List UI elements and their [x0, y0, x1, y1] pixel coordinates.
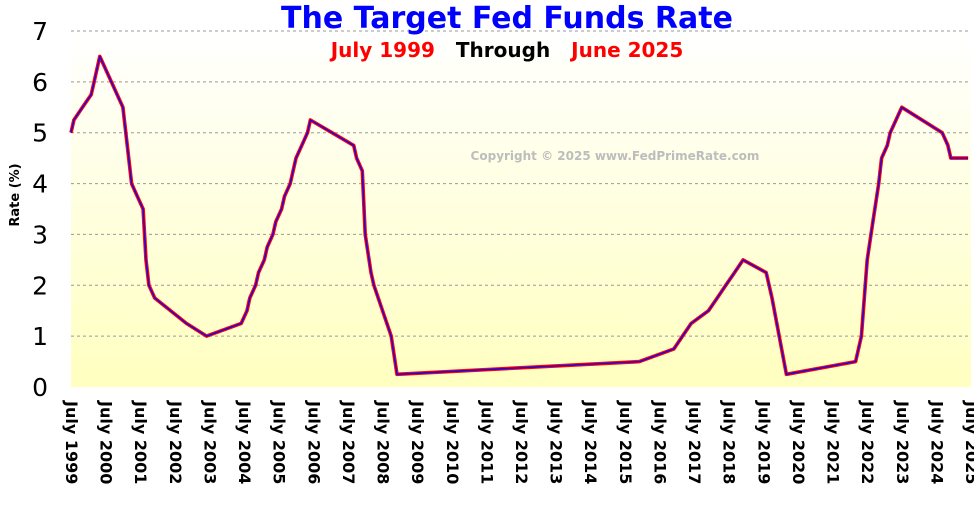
- x-tick-19: July 2018: [720, 400, 739, 484]
- x-tick-14: July 2013: [547, 400, 566, 484]
- x-tick-16: July 2015: [616, 400, 635, 484]
- y-tick-7: 7: [32, 17, 48, 46]
- x-tick-3: July 2002: [166, 400, 185, 484]
- x-tick-2: July 2001: [131, 400, 150, 484]
- x-tick-11: July 2010: [443, 400, 462, 484]
- x-tick-6: July 2005: [270, 400, 289, 484]
- y-tick-labels: 0 1 2 3 4 5 6 7: [32, 17, 48, 402]
- x-tick-21: July 2020: [789, 400, 808, 484]
- x-tick-24: July 2023: [893, 400, 912, 484]
- y-tick-2: 2: [32, 271, 48, 300]
- x-tick-17: July 2016: [650, 400, 669, 484]
- x-tick-5: July 2004: [235, 400, 254, 484]
- y-tick-0: 0: [32, 373, 48, 402]
- x-tick-15: July 2014: [581, 400, 600, 484]
- x-tick-1: July 2000: [97, 400, 116, 484]
- plot-background: [71, 31, 971, 387]
- x-tick-25: July 2024: [927, 400, 946, 484]
- y-axis-label: Rate (%): [8, 163, 23, 226]
- x-tick-4: July 2003: [200, 400, 219, 484]
- x-tick-0: July 1999: [62, 400, 81, 484]
- subtitle-start: July 1999: [329, 38, 435, 62]
- x-tick-13: July 2012: [512, 400, 531, 484]
- chart-title: The Target Fed Funds Rate: [281, 1, 733, 36]
- x-tick-7: July 2006: [304, 400, 323, 484]
- y-tick-5: 5: [32, 119, 48, 148]
- x-tick-18: July 2017: [685, 400, 704, 484]
- x-tick-12: July 2011: [477, 400, 496, 484]
- copyright-watermark: Copyright © 2025 www.FedPrimeRate.com: [471, 149, 760, 163]
- subtitle-through: Through: [456, 38, 550, 62]
- y-tick-3: 3: [32, 220, 48, 249]
- y-tick-1: 1: [32, 322, 48, 351]
- x-tick-9: July 2008: [374, 400, 393, 484]
- rate-line-inner-0: [70, 55, 969, 375]
- chart-subtitle: July 1999 Through June 2025: [329, 38, 684, 62]
- x-tick-20: July 2019: [754, 400, 773, 484]
- x-tick-10: July 2009: [408, 400, 427, 484]
- y-tick-6: 6: [32, 68, 48, 97]
- x-tick-8: July 2007: [339, 400, 358, 484]
- rate-series: [69, 54, 969, 377]
- subtitle-end: June 2025: [569, 38, 683, 62]
- x-tick-26: July 2025: [962, 400, 974, 484]
- grid-lines: [71, 30, 971, 337]
- x-tick-22: July 2021: [824, 400, 843, 484]
- y-tick-4: 4: [32, 170, 48, 199]
- x-tick-labels: July 1999 July 2000 July 2001 July 2002 July…: [62, 400, 974, 484]
- x-tick-23: July 2022: [858, 400, 877, 484]
